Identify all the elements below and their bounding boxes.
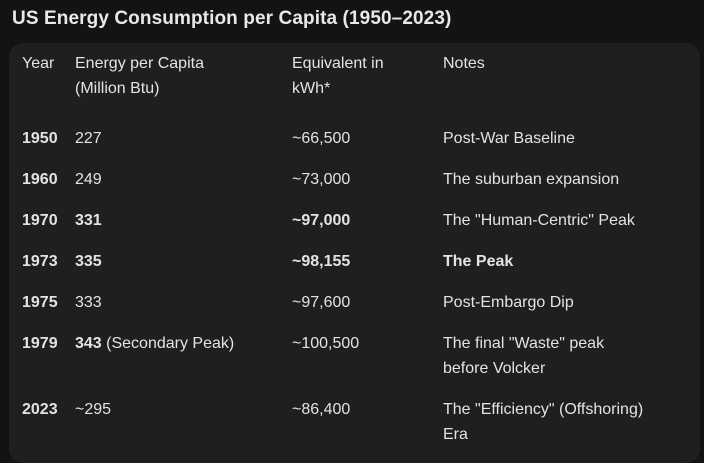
kwh-cell: ~97,000	[292, 212, 351, 229]
notes-line: The final "Waste" peak	[443, 335, 605, 352]
notes-line: before Volcker	[443, 360, 546, 377]
year-cell: 1950	[22, 130, 58, 147]
table-row: 1975 333 ~97,600 Post-Embargo Dip	[9, 282, 693, 323]
notes-cell: The final "Waste" peak before Volcker	[443, 323, 693, 389]
kwh-cell: ~97,600	[292, 294, 351, 311]
table-row: 2023 ~295 ~86,400 The "Efficiency" (Offshor…	[9, 389, 693, 455]
header-kwh: Equivalent in kWh*	[292, 43, 443, 118]
table-row: 1979 343 (Secondary Peak) ~100,500 The fina…	[9, 323, 693, 389]
notes-line: The Peak	[443, 253, 514, 270]
year-cell: 1979	[22, 335, 58, 352]
energy-value: 335	[75, 253, 102, 270]
energy-cell: 227	[75, 118, 292, 159]
notes-cell: The "Efficiency" (Offshoring) Era	[443, 389, 693, 455]
energy-value: 249	[75, 171, 102, 188]
header-energy: Energy per Capita (Million Btu)	[75, 43, 292, 118]
table-row: 1960 249 ~73,000 The suburban expansion	[9, 159, 693, 200]
kwh-cell: ~86,400	[292, 401, 351, 418]
kwh-cell: ~66,500	[292, 130, 351, 147]
header-year: Year	[22, 55, 55, 72]
energy-value: 333	[75, 294, 102, 311]
notes-line: Era	[443, 426, 468, 443]
header-kwh-line1: Equivalent in	[292, 55, 384, 72]
year-cell: 1975	[22, 294, 58, 311]
energy-table: Year Energy per Capita (Million Btu) Equ…	[9, 43, 693, 455]
table-row: 1950 227 ~66,500 Post-War Baseline	[9, 118, 693, 159]
header-kwh-line2: kWh*	[292, 80, 331, 97]
notes-line: The "Efficiency" (Offshoring)	[443, 401, 644, 418]
notes-cell: The suburban expansion	[443, 159, 693, 200]
notes-cell: Post-Embargo Dip	[443, 282, 693, 323]
year-cell: 2023	[22, 401, 58, 418]
header-notes: Notes	[443, 55, 485, 72]
header-energy-line1: Energy per Capita	[75, 55, 204, 72]
energy-value: ~295	[75, 401, 112, 418]
energy-cell: 249	[75, 159, 292, 200]
table-row: 1973 335 ~98,155 The Peak	[9, 241, 693, 282]
notes-cell: The Peak	[443, 241, 693, 282]
kwh-cell: ~73,000	[292, 171, 351, 188]
table-header-row: Year Energy per Capita (Million Btu) Equ…	[9, 43, 693, 118]
page-title: US Energy Consumption per Capita (1950–2…	[12, 8, 452, 29]
energy-value: 343	[75, 335, 102, 352]
year-cell: 1973	[22, 253, 58, 270]
header-energy-line2: (Million Btu)	[75, 80, 160, 97]
energy-cell: 335	[75, 241, 292, 282]
year-cell: 1970	[22, 212, 58, 229]
kwh-cell: ~100,500	[292, 335, 360, 352]
table-row: 1970 331 ~97,000 The "Human-Centric" Peak	[9, 200, 693, 241]
energy-cell: ~295	[75, 389, 292, 455]
energy-annotation: (Secondary Peak)	[101, 335, 235, 352]
energy-value: 331	[75, 212, 102, 229]
year-cell: 1960	[22, 171, 58, 188]
notes-cell: Post-War Baseline	[443, 118, 693, 159]
notes-cell: The "Human-Centric" Peak	[443, 200, 693, 241]
kwh-cell: ~98,155	[292, 253, 351, 270]
energy-value: 227	[75, 130, 102, 147]
energy-cell: 333	[75, 282, 292, 323]
energy-cell: 331	[75, 200, 292, 241]
notes-line: The "Human-Centric" Peak	[443, 212, 635, 229]
energy-cell: 343 (Secondary Peak)	[75, 323, 292, 389]
notes-line: Post-War Baseline	[443, 130, 575, 147]
table-body: 1950 227 ~66,500 Post-War Baseline 1960 249 ~7…	[9, 118, 693, 455]
table-container: Year Energy per Capita (Million Btu) Equ…	[9, 43, 700, 463]
notes-line: Post-Embargo Dip	[443, 294, 574, 311]
notes-line: The suburban expansion	[443, 171, 620, 188]
